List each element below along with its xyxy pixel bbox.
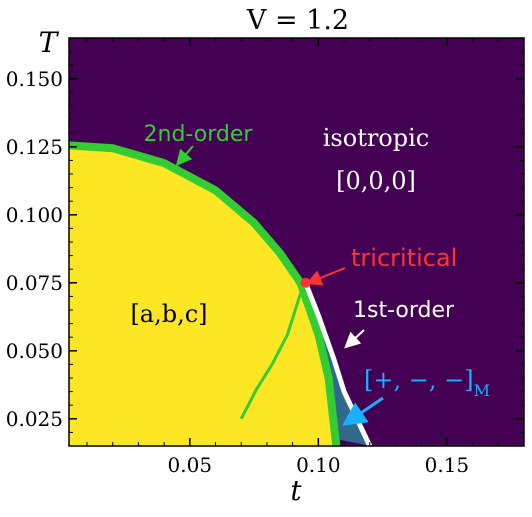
y-tick-label: 0.075 (6, 271, 63, 295)
chart-title: V = 1.2 (246, 5, 349, 36)
axis-ticks: 0.05 0.10 0.15 0.025 0.050 0.075 0.100 0.125 0.1… (6, 38, 524, 477)
tricritical-point (300, 277, 311, 288)
label-mixed-text: [+, −, −] (364, 366, 474, 394)
arrow-2nd-order (175, 145, 194, 167)
label-mixed: [+, −, −]M (364, 366, 490, 400)
label-abc: [a,b,c] (130, 300, 207, 328)
x-axis-label: t (290, 474, 302, 507)
plot-area (69, 38, 524, 446)
label-tricritical: tricritical (351, 244, 457, 272)
label-1st-order: 1st-order (353, 298, 455, 323)
second-order-boundary (69, 141, 341, 446)
y-axis-label: T (39, 26, 60, 59)
label-isotropic-state: [0,0,0] (336, 167, 416, 195)
x-tick-label: 0.05 (168, 453, 213, 477)
inner-boundary-line (239, 293, 302, 420)
arrow-1st-order (344, 329, 365, 349)
arrow-tricritical (305, 267, 346, 286)
y-tick-label: 0.100 (6, 203, 63, 227)
x-tick-label: 0.15 (425, 453, 470, 477)
y-tick-label: 0.050 (6, 339, 63, 363)
label-isotropic: isotropic (323, 124, 430, 152)
y-tick-label: 0.125 (6, 135, 63, 159)
label-2nd-order: 2nd-order (144, 122, 254, 147)
y-tick-label: 0.025 (6, 407, 63, 431)
x-tick-label: 0.10 (296, 453, 341, 477)
label-mixed-subscript: M (474, 381, 490, 400)
y-tick-label: 0.150 (6, 67, 63, 91)
arrow-mixed (342, 396, 384, 426)
